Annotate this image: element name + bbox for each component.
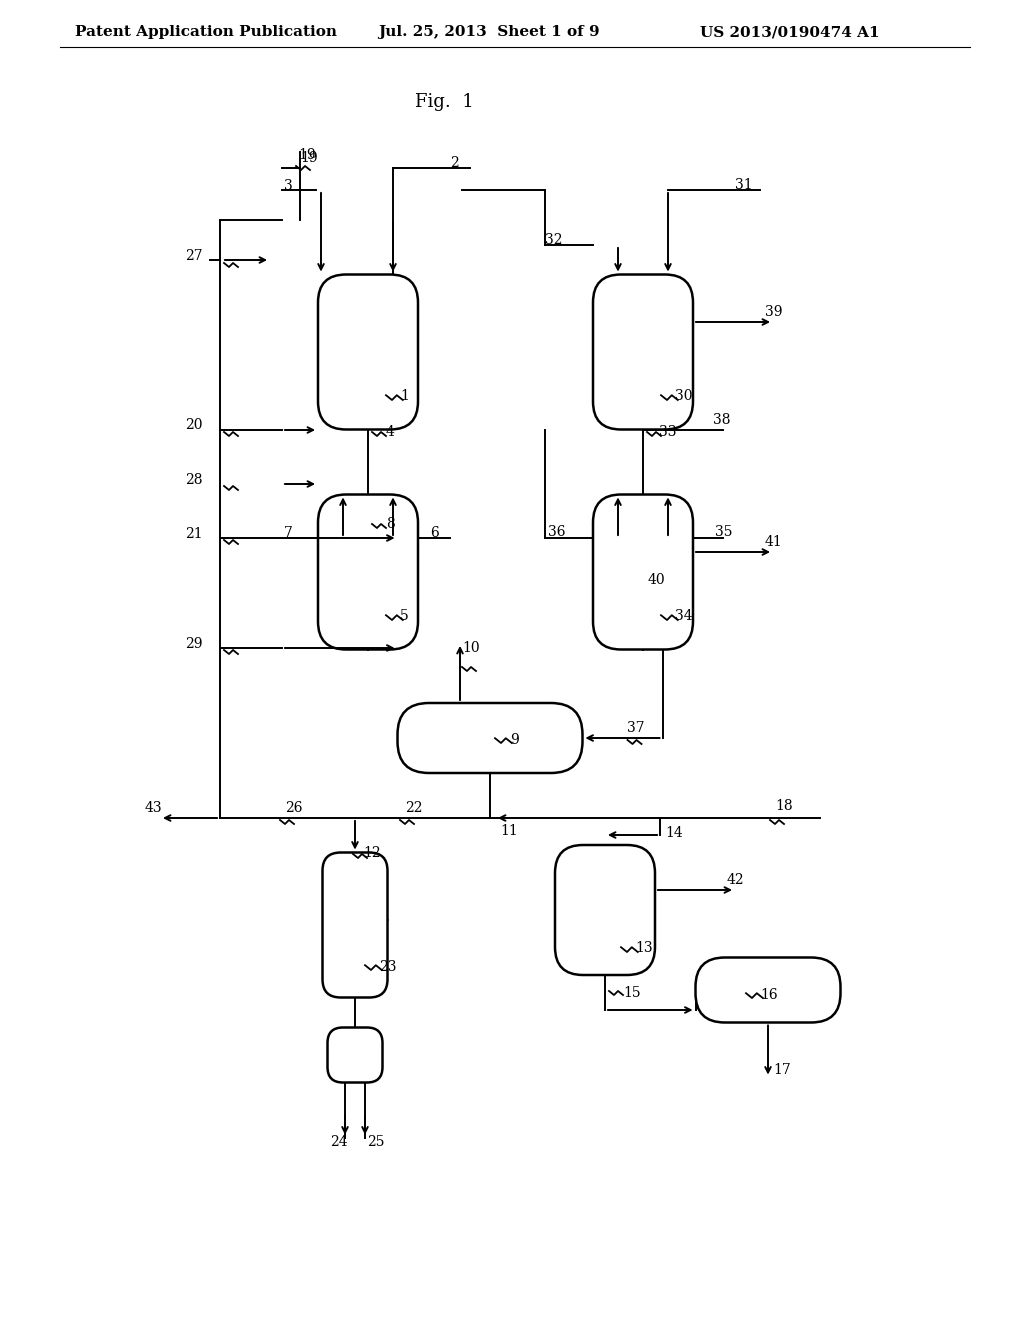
Text: 2: 2 <box>450 156 459 170</box>
Text: 37: 37 <box>628 721 645 735</box>
FancyBboxPatch shape <box>593 275 693 429</box>
Text: 27: 27 <box>185 249 203 263</box>
Text: 30: 30 <box>675 389 692 403</box>
Text: 34: 34 <box>675 609 692 623</box>
Text: 38: 38 <box>713 413 730 426</box>
Text: 29: 29 <box>185 638 203 651</box>
Text: 19: 19 <box>300 150 317 165</box>
Text: 20: 20 <box>185 418 203 432</box>
Text: 26: 26 <box>285 801 302 814</box>
FancyBboxPatch shape <box>323 853 387 998</box>
Text: 17: 17 <box>773 1064 791 1077</box>
Text: 8: 8 <box>386 517 394 531</box>
Text: 25: 25 <box>367 1135 384 1150</box>
Text: 6: 6 <box>430 525 438 540</box>
Text: 1: 1 <box>400 389 409 403</box>
Text: 10: 10 <box>462 642 479 655</box>
Text: 36: 36 <box>548 525 565 539</box>
Text: 32: 32 <box>545 234 562 247</box>
Text: 22: 22 <box>406 801 423 814</box>
Text: Patent Application Publication: Patent Application Publication <box>75 25 337 40</box>
Text: 14: 14 <box>665 826 683 840</box>
Text: 16: 16 <box>760 987 777 1002</box>
FancyBboxPatch shape <box>593 495 693 649</box>
Text: 13: 13 <box>635 941 652 954</box>
Text: 42: 42 <box>727 873 744 887</box>
Text: 3: 3 <box>284 180 293 193</box>
Text: 43: 43 <box>145 801 163 814</box>
Text: 33: 33 <box>659 425 677 440</box>
FancyBboxPatch shape <box>328 1027 383 1082</box>
Text: US 2013/0190474 A1: US 2013/0190474 A1 <box>700 25 880 40</box>
Text: 12: 12 <box>362 846 381 861</box>
Text: 24: 24 <box>330 1135 347 1150</box>
Text: 41: 41 <box>765 535 782 549</box>
FancyBboxPatch shape <box>318 495 418 649</box>
FancyBboxPatch shape <box>318 275 418 429</box>
Text: 19: 19 <box>298 148 315 162</box>
FancyBboxPatch shape <box>555 845 655 975</box>
Text: 28: 28 <box>185 473 203 487</box>
Text: 31: 31 <box>735 178 753 191</box>
Text: 21: 21 <box>185 527 203 541</box>
Text: 4: 4 <box>386 425 395 440</box>
Text: 35: 35 <box>715 525 732 539</box>
Text: 11: 11 <box>500 824 518 838</box>
Text: 23: 23 <box>379 960 396 974</box>
Text: 15: 15 <box>623 986 641 1001</box>
Text: 18: 18 <box>775 799 793 813</box>
FancyBboxPatch shape <box>397 704 583 774</box>
Text: 9: 9 <box>510 733 519 747</box>
Text: Jul. 25, 2013  Sheet 1 of 9: Jul. 25, 2013 Sheet 1 of 9 <box>378 25 600 40</box>
Text: 39: 39 <box>765 305 782 319</box>
Text: 5: 5 <box>400 609 409 623</box>
Text: 7: 7 <box>284 525 293 540</box>
Text: Fig.  1: Fig. 1 <box>415 92 474 111</box>
FancyBboxPatch shape <box>695 957 841 1023</box>
Text: 40: 40 <box>648 573 666 587</box>
